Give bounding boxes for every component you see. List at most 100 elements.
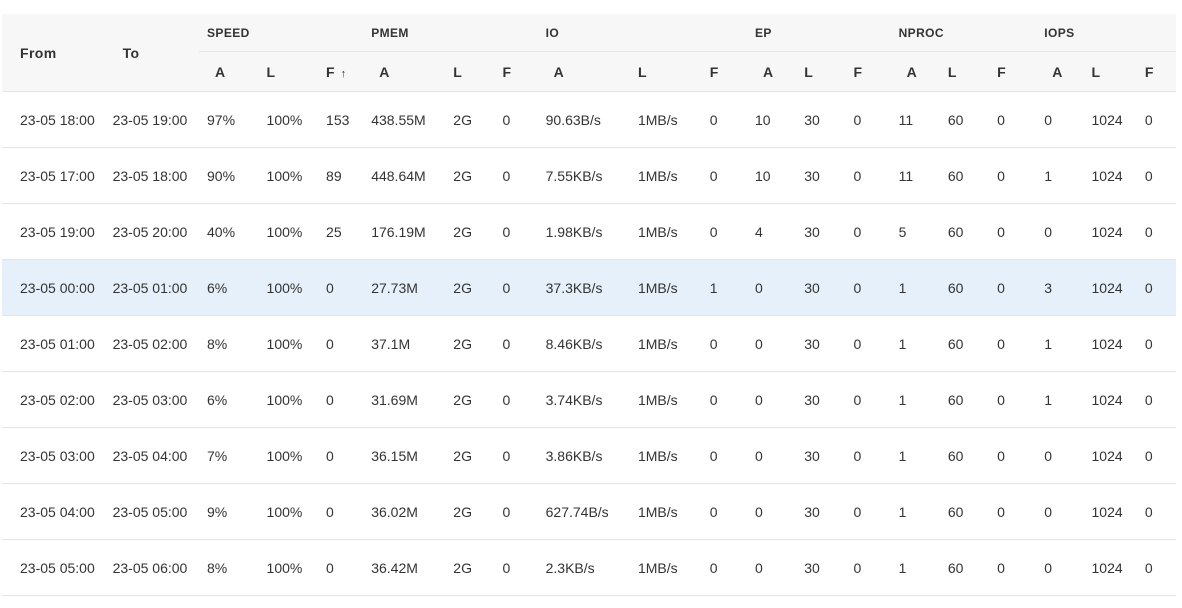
table-cell: 0 [494,315,538,372]
table-cell: 0 [1136,203,1176,260]
cell-from: 23-05 03:00 [2,427,105,484]
table-cell: 8% [199,315,259,372]
column-header-g4-0[interactable]: A [890,51,940,92]
table-cell: 0 [989,147,1037,204]
table-cell: 7% [199,427,259,484]
cell-to: 23-05 01:00 [104,259,200,316]
table-cell: 0 [1136,427,1176,484]
header-group-row: From To SPEED PMEM IO EP NPROC IOPS [2,14,1176,92]
table-cell: 1024 [1083,315,1137,372]
table-cell: 100% [258,315,319,372]
column-header-g1-1[interactable]: L [445,51,495,92]
table-cell: 1MB/s [629,371,702,428]
cell-to: 23-05 05:00 [104,483,200,540]
table-cell: 100% [258,259,319,316]
table-row[interactable]: 23-05 04:00 23-05 05:00 9% 100% 0 36.02M 2G 0 62… [2,483,1176,540]
column-header-g3-1[interactable]: L [796,51,846,92]
table-row[interactable]: 23-05 03:00 23-05 04:00 7% 100% 0 36.15M 2G 0 3.… [2,427,1176,484]
table-cell: 100% [258,203,319,260]
table-cell: 2.3KB/s [537,539,630,596]
column-header-g0-1[interactable]: L [258,51,319,92]
cell-to: 23-05 03:00 [104,371,200,428]
table-cell: 1024 [1083,203,1137,260]
table-cell: 1024 [1083,259,1137,316]
table-cell: 0 [701,91,747,148]
table-cell: 31.69M [363,371,446,428]
table-cell: 0 [1036,91,1084,148]
table-cell: 0 [318,259,364,316]
table-cell: 100% [258,371,319,428]
table-cell: 2G [445,427,495,484]
cell-from: 23-05 05:00 [2,539,105,596]
table-cell: 0 [1136,259,1176,316]
column-header-g3-2[interactable]: F [845,51,891,92]
table-cell: 0 [845,315,891,372]
column-header-g0-2[interactable]: F ↑ [318,51,364,92]
table-cell: 60 [939,203,990,260]
table-cell: 97% [199,91,259,148]
table-cell: 0 [746,315,797,372]
table-cell: 0 [318,427,364,484]
table-cell: 1 [890,539,940,596]
table-cell: 1MB/s [629,147,702,204]
table-cell: 8% [199,539,259,596]
table-cell: 2G [445,315,495,372]
table-cell: 6% [199,371,259,428]
column-header-g1-0[interactable]: A [363,51,446,92]
table-cell: 0 [701,315,747,372]
column-header-g1-2[interactable]: F [494,51,538,92]
column-header-g2-0[interactable]: A [537,51,630,92]
table-cell: 3.86KB/s [537,427,630,484]
table-cell: 90% [199,147,259,204]
table-cell: 0 [494,427,538,484]
table-cell: 1MB/s [629,427,702,484]
column-header-from[interactable]: From [2,14,105,92]
table-cell: 0 [701,371,747,428]
table-row[interactable]: 23-05 00:00 23-05 01:00 6% 100% 0 27.73M 2G 0 37… [2,259,1176,316]
column-header-g5-2[interactable]: F [1136,51,1176,92]
cell-to: 23-05 04:00 [104,427,200,484]
table-row[interactable]: 23-05 19:00 23-05 20:00 40% 100% 25 176.19M 2G… [2,203,1176,260]
table-row[interactable]: 23-05 01:00 23-05 02:00 8% 100% 0 37.1M 2G 0 8.4… [2,315,1176,372]
table-cell: 0 [989,539,1037,596]
column-header-g5-0[interactable]: A [1036,51,1084,92]
column-header-label: L [1091,63,1101,80]
table-cell: 8.46KB/s [537,315,630,372]
column-header-g5-1[interactable]: L [1083,51,1137,92]
column-header-g4-2[interactable]: F [989,51,1037,92]
table-cell: 1024 [1083,483,1137,540]
table-cell: 1 [890,315,940,372]
table-cell: 60 [939,259,990,316]
table-cell: 1024 [1083,91,1137,148]
column-header-label: A [762,63,774,80]
cell-to: 23-05 20:00 [104,203,200,260]
table-cell: 30 [796,539,846,596]
table-cell: 0 [1136,539,1176,596]
column-header-g2-1[interactable]: L [629,51,702,92]
table-row[interactable]: 23-05 17:00 23-05 18:00 90% 100% 89 448.64M 2G… [2,147,1176,204]
column-header-g4-1[interactable]: L [939,51,990,92]
table-cell: 27.73M [363,259,446,316]
column-header-g2-2[interactable]: F [701,51,747,92]
column-header-label: F [502,63,512,80]
table-row[interactable]: 23-05 02:00 23-05 03:00 6% 100% 0 31.69M 2G 0 3.… [2,371,1176,428]
table-cell: 2G [445,91,495,148]
table-cell: 100% [258,91,319,148]
column-header-g0-0[interactable]: A [199,51,259,92]
table-cell: 37.1M [363,315,446,372]
cell-from: 23-05 01:00 [2,315,105,372]
column-header-label: F [709,63,719,80]
group-header-1: PMEM [363,14,538,52]
table-cell: 4 [746,203,797,260]
column-header-label: A [215,63,226,80]
table-cell: 0 [318,315,364,372]
column-header-g3-0[interactable]: A [746,51,797,92]
table-cell: 30 [796,259,846,316]
table-cell: 0 [494,147,538,204]
table-cell: 2G [445,539,495,596]
column-header-to[interactable]: To [104,14,200,92]
usage-table: From To SPEED PMEM IO EP NPROC IOPS A L F ↑ A L F A L… [2,14,1176,596]
table-row[interactable]: 23-05 18:00 23-05 19:00 97% 100% 153 438.55M 2… [2,91,1176,148]
table-row[interactable]: 23-05 05:00 23-05 06:00 8% 100% 0 36.42M 2G 0 2.… [2,539,1176,596]
table-cell: 36.15M [363,427,446,484]
